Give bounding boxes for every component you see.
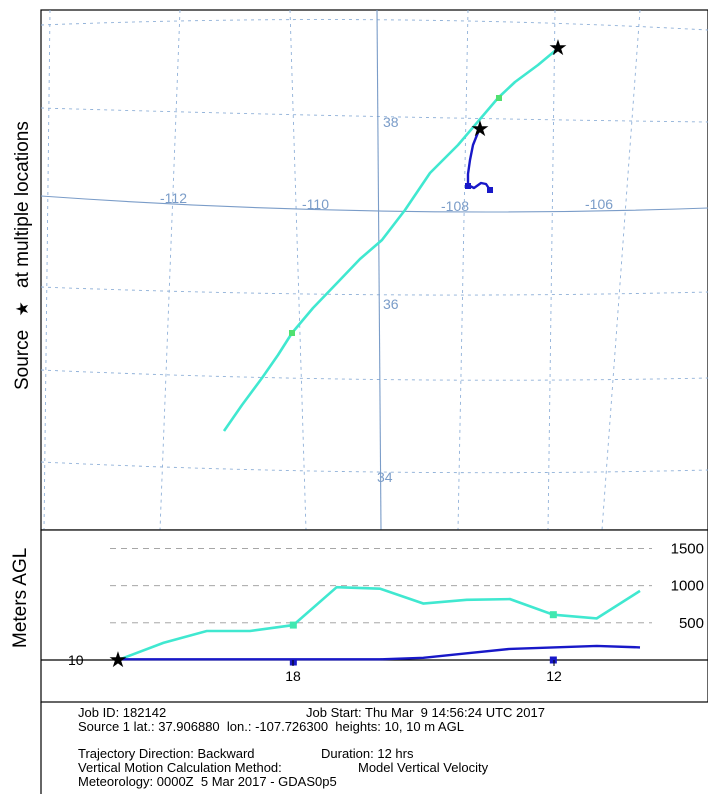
- height-series-marker: [549, 611, 557, 619]
- trajectory-2-marker: [487, 187, 493, 193]
- start-star-icon: ★: [108, 648, 128, 673]
- trajectory-direction: Trajectory Direction: Backward: [78, 746, 255, 761]
- lat-line-37: [40, 286, 708, 296]
- graticule-solid: [40, 9, 708, 531]
- lon-line-113: [43, 9, 51, 531]
- lon-label-110: -110: [302, 196, 329, 212]
- time-tick-18: 18: [285, 668, 301, 684]
- height-series-marker: [289, 621, 297, 629]
- job-start: Job Start: Thu Mar 9 14:56:24 UTC 2017: [306, 705, 545, 720]
- source-line: Source 1 lat.: 37.906880 lon.: -107.7263…: [78, 719, 464, 734]
- height-axis-label: Meters AGL: [10, 547, 31, 648]
- lon-label-106: -106: [585, 196, 613, 212]
- height-tick-labels: 1500 1000 500: [671, 541, 704, 632]
- lat-line-37-solid: [40, 195, 708, 213]
- side-label-prefix: Source: [12, 329, 33, 390]
- height-tick-label: 500: [679, 615, 704, 632]
- lat-label-34: 34: [377, 469, 393, 485]
- map-frame: [40, 9, 708, 531]
- trajectory-1-path: [222, 49, 557, 432]
- height-gridlines: [110, 548, 652, 624]
- side-label-suffix: at multiple locations: [12, 121, 33, 288]
- lat-line-36: [40, 369, 708, 381]
- lon-line-109: [457, 9, 469, 531]
- height-series-marker: [549, 656, 557, 664]
- start-height-label: 10: [68, 652, 84, 668]
- lat-line-38: [40, 107, 708, 123]
- lon-line-112: [159, 9, 181, 531]
- lat-label-38: 38: [383, 114, 399, 130]
- lon-line-111: [289, 9, 307, 531]
- trajectory-1-marker: [289, 330, 295, 336]
- vertical-motion-method: Vertical Motion Calculation Method:: [78, 760, 282, 775]
- source-star-icon: ★: [548, 36, 568, 61]
- height-tick-label: 1000: [671, 578, 704, 595]
- lon-line-109-solid: [376, 9, 382, 531]
- lat-line-35: [40, 461, 708, 474]
- star-icon: ★: [13, 301, 33, 317]
- lon-label-112: -112: [160, 190, 187, 206]
- height-series-line-2: [120, 644, 641, 661]
- duration: Duration: 12 hrs: [321, 746, 414, 761]
- height-tick-label: 1500: [671, 541, 704, 558]
- vertical-motion-value: Model Vertical Velocity: [358, 760, 489, 775]
- trajectory-1-marker: [496, 95, 502, 101]
- lon-label-108: -108: [441, 198, 469, 214]
- job-id: Job ID: 182142: [78, 705, 167, 720]
- time-tick-12: 12: [546, 668, 562, 684]
- meteorology: Meteorology: 0000Z 5 Mar 2017 - GDAS0p5: [78, 774, 337, 789]
- source-star-icon: ★: [470, 117, 490, 142]
- lon-line-107: [547, 9, 556, 531]
- lat-label-36: 36: [383, 296, 399, 312]
- map-side-label: Source ★ at multiple locations: [12, 121, 34, 390]
- height-panel-frame: [40, 529, 708, 703]
- lon-line-106: [601, 9, 641, 531]
- trajectory-2-marker: [465, 183, 471, 189]
